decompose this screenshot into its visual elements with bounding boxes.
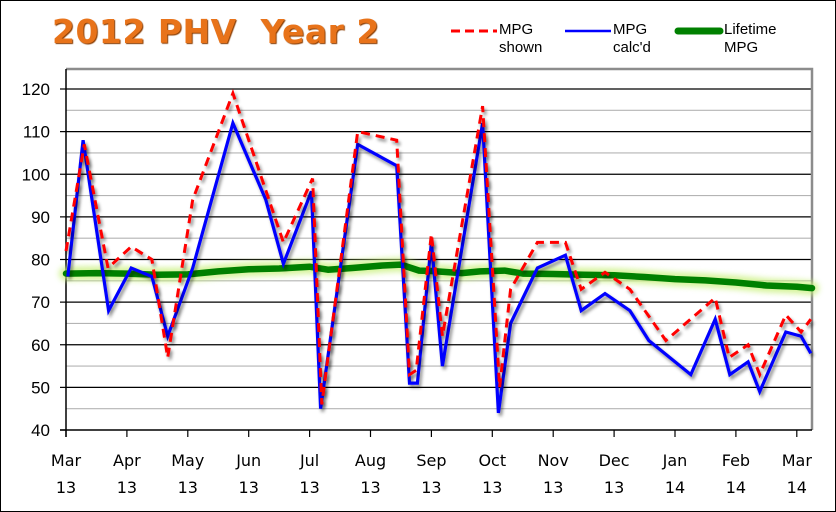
y-tick-label: 120 — [22, 80, 50, 99]
y-axis-tick-labels: 40 50 60 70 80 90 100 110 120 — [22, 80, 66, 440]
y-tick-label: 80 — [31, 251, 50, 270]
x-tick-label-year: 13 — [178, 478, 198, 497]
legend-label: MPG — [724, 39, 758, 56]
y-tick-label: 100 — [22, 165, 50, 184]
plot-area-border — [66, 67, 814, 430]
x-tick-label-month: Sep — [416, 451, 446, 470]
x-tick-label-month: Feb — [722, 451, 750, 470]
series-lines — [59, 88, 819, 414]
x-tick-label-year: 14 — [665, 478, 685, 497]
x-tick-label-year: 13 — [543, 478, 563, 497]
y-tick-label: 60 — [31, 336, 50, 355]
x-tick-label-month: Oct — [478, 451, 506, 470]
x-tick-label-year: 13 — [360, 478, 380, 497]
x-tick-label-year: 14 — [787, 478, 807, 497]
x-tick-label-month: Jan — [662, 451, 688, 470]
x-tick-label-year: 13 — [604, 478, 624, 497]
legend-label: Lifetime — [724, 21, 777, 38]
x-tick-label-month: Jul — [299, 451, 319, 470]
x-tick-label-year: 13 — [421, 478, 441, 497]
x-tick-label-month: Mar — [51, 451, 82, 470]
plot-border-line — [66, 67, 814, 430]
x-tick-label-month: Apr — [113, 451, 141, 470]
x-tick-label-year: 13 — [56, 478, 76, 497]
x-tick-label-month: Dec — [599, 451, 630, 470]
series-line-mpg-shown — [64, 88, 812, 405]
legend-label: shown — [499, 39, 542, 56]
x-tick-label-year: 13 — [239, 478, 259, 497]
x-tick-label-month: Aug — [355, 451, 386, 470]
series-line-lifetime-mpg — [62, 261, 816, 292]
x-tick-label-year: 13 — [482, 478, 502, 497]
legend-label: MPG — [613, 21, 647, 38]
chart-title: 2012 PHV Year 2 — [52, 12, 380, 51]
x-tick-label-year: 13 — [299, 478, 319, 497]
x-tick-label-year: 13 — [117, 478, 137, 497]
x-tick-label-month: Mar — [782, 451, 813, 470]
x-tick-label-month: May — [171, 451, 204, 470]
x-tick-label-month: Jun — [235, 451, 261, 470]
y-tick-label: 70 — [31, 293, 50, 312]
series-line-mpg-calc-d — [66, 118, 813, 414]
legend-label: calc'd — [613, 39, 651, 56]
axes — [60, 69, 812, 437]
legend-label: MPG — [499, 21, 533, 38]
y-tick-label: 90 — [31, 208, 50, 227]
y-tick-label: 40 — [31, 421, 50, 440]
x-tick-label-month: Nov — [538, 451, 569, 470]
y-tick-label: 110 — [23, 123, 50, 142]
x-tick-label-year: 14 — [726, 478, 746, 497]
x-axis-tick-labels: Mar 13 Apr 13 May 13 Jun 13 Jul 13 Aug 13 Sep 13 Oct 13… — [51, 430, 812, 497]
gridlines — [66, 88, 812, 410]
y-tick-label: 50 — [31, 378, 50, 397]
